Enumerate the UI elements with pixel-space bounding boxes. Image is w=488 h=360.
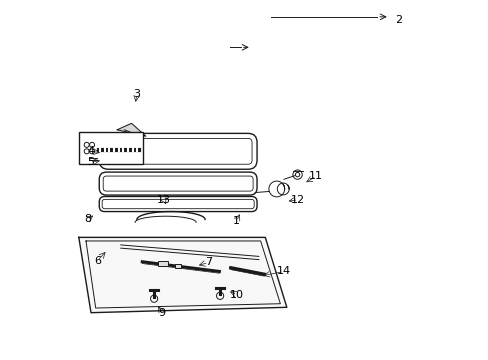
Text: 13: 13 [157, 195, 170, 205]
Text: 8: 8 [84, 215, 91, 224]
Text: 10: 10 [230, 290, 244, 300]
Text: 7: 7 [204, 257, 212, 267]
Text: 9: 9 [158, 308, 165, 318]
Text: 2: 2 [394, 15, 402, 26]
Text: 1: 1 [233, 216, 240, 226]
FancyBboxPatch shape [99, 197, 257, 212]
Bar [174, 264, 181, 268]
Text: 5: 5 [87, 157, 94, 167]
FancyBboxPatch shape [99, 172, 257, 195]
FancyBboxPatch shape [99, 134, 257, 169]
Polygon shape [79, 237, 286, 313]
Bar [79, 132, 143, 164]
Text: 12: 12 [291, 195, 305, 205]
Text: 3: 3 [133, 89, 140, 99]
Text: 11: 11 [308, 171, 323, 181]
Polygon shape [117, 123, 145, 136]
Text: 14: 14 [276, 266, 290, 276]
Bar [158, 261, 168, 266]
Text: 4: 4 [87, 146, 94, 156]
Text: 6: 6 [94, 256, 101, 266]
